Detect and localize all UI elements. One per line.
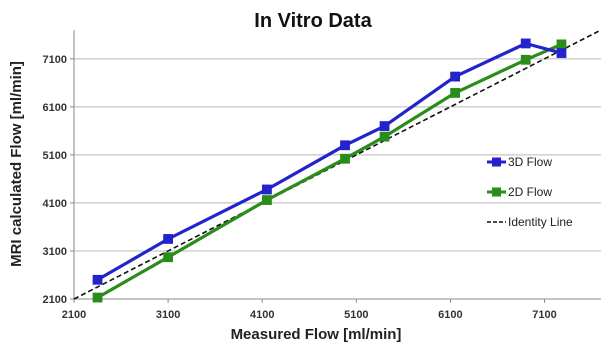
legend-item-2d-flow: 2D Flow [487,185,552,199]
legend: 3D Flow 2D Flow Identity Line [487,155,573,229]
legend-marker-3d-flow [492,157,501,167]
series-markers [92,38,567,303]
x-axis-label: Measured Flow [ml/min] [231,326,402,343]
chart-title: In Vitro Data [254,10,372,32]
x-tick-label: 4100 [250,309,274,321]
y-tick-label: 6100 [43,102,67,114]
data-point-2d-flow-7 [556,39,567,50]
data-point-2d-flow-2 [262,195,272,205]
y-axis-label: MRI calculated Flow [ml/min] [8,61,25,267]
legend-label-identity-line: Identity Line [508,215,573,229]
data-point-3d-flow-3 [340,140,350,151]
series-line-2d-flow [96,42,563,299]
y-tick-label: 2100 [43,294,67,306]
y-tick-label: 5100 [43,150,67,162]
y-tick-labels: 2100 3100 4100 5100 6100 7100 [43,54,74,306]
legend-marker-2d-flow [492,187,501,197]
data-point-3d-flow-1 [163,234,174,244]
x-tick-label: 6100 [438,309,462,321]
x-tick-label: 5100 [344,309,368,321]
data-point-3d-flow-7 [556,48,567,58]
y-tick-label: 7100 [43,54,67,66]
data-point-2d-flow-5 [450,88,461,98]
grid-lines [74,58,601,252]
x-tick-labels: 2100 3100 4100 5100 6100 7100 [62,299,557,321]
data-point-3d-flow-6 [520,38,531,49]
legend-item-3d-flow: 3D Flow [487,155,552,169]
legend-item-identity-line: Identity Line [487,215,573,229]
legend-label-2d-flow: 2D Flow [508,185,552,199]
legend-label-3d-flow: 3D Flow [508,155,552,169]
series-line-identity-line [73,29,601,300]
data-point-3d-flow-0 [92,274,103,285]
data-point-2d-flow-0 [92,292,103,303]
x-tick-label: 7100 [532,309,556,321]
data-point-3d-flow-4 [379,121,390,131]
data-point-2d-flow-4 [379,131,390,142]
data-point-2d-flow-6 [520,54,531,65]
plot-axes [73,30,601,300]
series-lines [73,29,601,300]
data-point-3d-flow-2 [262,184,272,195]
y-tick-label: 3100 [43,246,67,258]
y-tick-label: 4100 [43,198,67,210]
data-point-3d-flow-5 [450,71,461,82]
data-point-2d-flow-1 [163,252,174,263]
series-line-3d-flow [96,41,562,282]
data-point-2d-flow-3 [340,153,350,164]
x-tick-label: 2100 [62,309,86,321]
x-tick-label: 3100 [156,309,180,321]
